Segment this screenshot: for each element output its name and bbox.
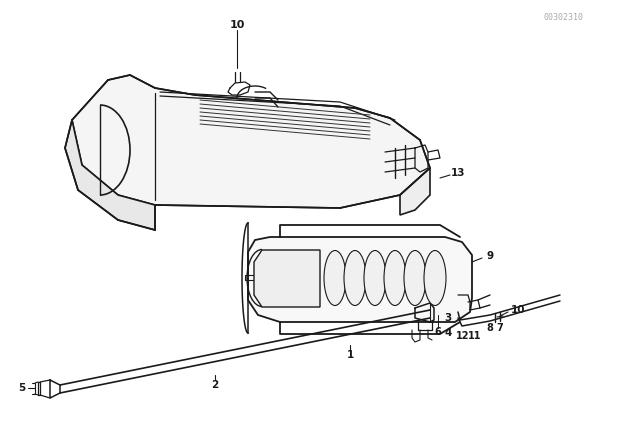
Text: 8: 8 (486, 323, 493, 333)
Text: 6: 6 (435, 327, 442, 337)
Text: 5: 5 (19, 383, 26, 393)
Text: 13: 13 (451, 168, 465, 178)
Ellipse shape (424, 250, 446, 306)
Text: 2: 2 (211, 380, 219, 390)
Text: 10: 10 (229, 20, 244, 30)
Ellipse shape (404, 250, 426, 306)
Text: 10: 10 (511, 305, 525, 315)
Text: 4: 4 (444, 328, 452, 338)
Polygon shape (248, 237, 472, 322)
Text: 7: 7 (497, 323, 504, 333)
Ellipse shape (364, 250, 386, 306)
Polygon shape (254, 250, 320, 307)
Text: 3: 3 (444, 313, 452, 323)
Text: 1: 1 (346, 350, 354, 360)
Text: 11: 11 (468, 331, 482, 341)
Ellipse shape (324, 250, 346, 306)
Polygon shape (65, 120, 155, 230)
Polygon shape (72, 75, 430, 208)
Polygon shape (400, 168, 430, 215)
Ellipse shape (344, 250, 366, 306)
Ellipse shape (384, 250, 406, 306)
Text: 00302310: 00302310 (543, 13, 583, 22)
Text: 9: 9 (486, 251, 493, 261)
Text: 12: 12 (456, 331, 470, 341)
